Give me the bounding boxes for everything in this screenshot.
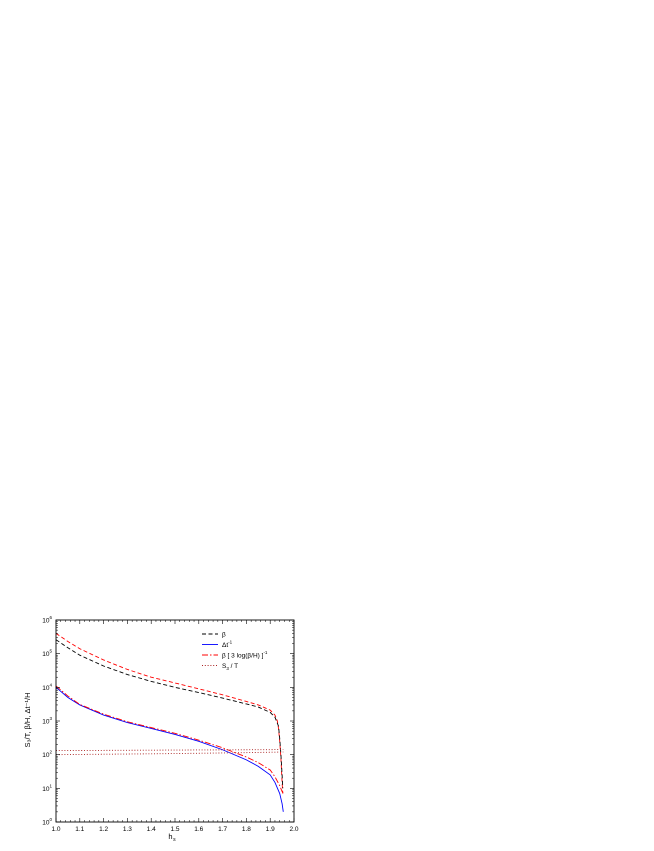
y-tick-label: 104: [42, 682, 52, 692]
y-tick-label: 106: [42, 615, 52, 625]
x-tick-label: 1.2: [99, 826, 108, 833]
series-line-5: [55, 751, 284, 756]
series-line-3: [55, 685, 284, 794]
y-tick-label: 101: [42, 783, 52, 793]
x-tick-label: 1.7: [218, 826, 227, 833]
y-tick-label: 105: [42, 649, 52, 659]
y-tick-label: 100: [42, 817, 52, 827]
x-tick-label: 1.5: [170, 826, 179, 833]
legend-label-1: Δt-1: [222, 640, 233, 650]
x-tick-label: 2.0: [289, 826, 298, 833]
x-tick-label: 1.1: [75, 826, 84, 833]
x-tick-label: 1.3: [123, 826, 132, 833]
y-axis-label: S₃/T, β/H, Δt⁻¹/H: [23, 692, 32, 747]
plot-frame: [55, 619, 295, 823]
series-line-1: [55, 639, 284, 789]
legend-label-3: S3 / T: [222, 663, 238, 671]
legend-label-2: β [ 3 log(β/H) ]-1: [222, 650, 268, 660]
x-tick-label: 1.4: [147, 826, 156, 833]
series-line-0: [55, 633, 284, 794]
x-tick-label: 1.6: [194, 826, 203, 833]
x-tick-label: 1.0: [51, 826, 60, 833]
series-line-2: [55, 686, 284, 812]
legend-layer: βΔt-1β [ 3 log(β/H) ]-1 S3 / T: [202, 632, 268, 671]
tick-layer: 1.0 1.1 1.2 1.3 1.4 1.5 1.6 1.7 1.8 1.9 2.0 100 101 1…: [42, 615, 299, 833]
y-tick-label: 102: [42, 750, 52, 760]
legend-label-0: β: [222, 632, 226, 639]
series-line-4: [55, 749, 284, 752]
x-axis-label: hs: [168, 832, 176, 843]
series-layer: [55, 633, 284, 812]
x-axis-label-main: h: [168, 832, 172, 841]
x-axis-label-sub: s: [173, 837, 176, 843]
y-tick-label: 103: [42, 716, 52, 726]
x-tick-label: 1.8: [242, 826, 251, 833]
x-tick-label: 1.9: [266, 826, 275, 833]
